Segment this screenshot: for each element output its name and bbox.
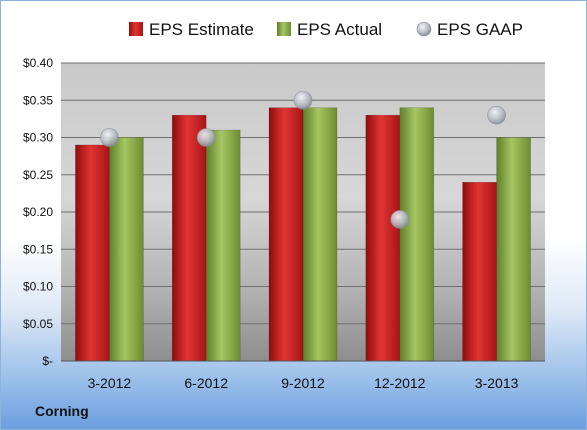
y-tick-label: $0.35 [23,93,53,107]
y-tick-label: $- [42,354,53,368]
legend: EPS Estimate EPS Actual EPS GAAP [129,20,523,39]
point-eps-gaap [390,210,410,229]
x-tick-label: 6-2012 [184,375,228,391]
point-eps-gaap [293,90,313,110]
bar-eps-estimate [268,107,304,362]
point-eps-gaap [487,105,506,125]
x-tick-label: 9-2012 [281,375,325,391]
y-tick-label: $0.15 [23,242,53,256]
legend-label: EPS GAAP [437,20,523,39]
point-eps-gaap [196,128,216,147]
legend-swatch-eps-gaap [416,21,432,37]
y-tick-label: $0.05 [23,317,53,331]
y-axis: $- $0.05 $0.10 $0.15 $0.20 $0.25 $0.30 $0.35 $0.… [23,56,53,368]
bars [75,107,531,362]
x-axis: 3-2012 6-2012 9-2012 12-2012 3-2013 [61,360,545,391]
legend-swatch-eps-estimate [129,22,143,36]
bar-eps-actual [496,137,531,362]
x-tick-label: 12-2012 [374,375,426,391]
legend-swatch-eps-actual [277,22,291,36]
bar-eps-actual [109,137,144,362]
legend-label: EPS Estimate [149,20,254,39]
bar-eps-actual [302,107,338,362]
bar-eps-estimate [75,144,110,362]
gaap-points [100,90,506,229]
bar-eps-estimate [365,114,401,362]
y-tick-label: $0.40 [23,56,53,70]
y-tick-label: $0.30 [23,131,53,145]
bar-eps-estimate [171,114,207,362]
bar-eps-actual [399,107,435,362]
x-tick-label: 3-2012 [88,375,132,391]
y-tick-label: $0.25 [23,168,53,182]
company-name: Corning [35,403,89,419]
y-tick-label: $0.20 [23,205,53,219]
bar-eps-estimate [462,181,497,362]
x-tick-label: 3-2013 [475,375,519,391]
legend-label: EPS Actual [297,20,382,39]
bar-eps-actual [205,129,241,362]
point-eps-gaap [100,128,119,147]
y-tick-label: $0.10 [23,280,53,294]
